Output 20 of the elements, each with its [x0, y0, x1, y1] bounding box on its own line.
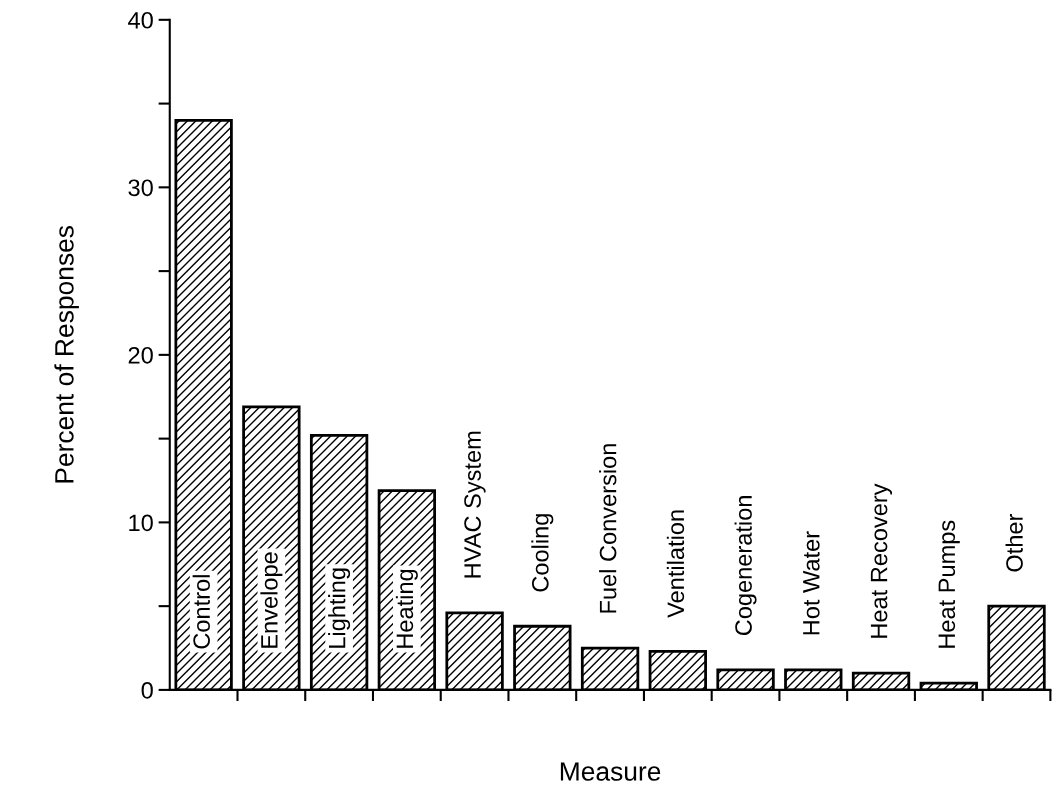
x-axis-title: Measure: [560, 762, 661, 781]
x-tick-label: Lighting: [328, 568, 351, 648]
x-tick-label: Cooling: [531, 514, 554, 592]
x-tick-label: Cogeneration: [734, 496, 757, 636]
x-tick-label: Heat Pumps: [938, 520, 960, 648]
x-tick-label: Heating: [395, 569, 418, 648]
y-tick-label: 0: [141, 681, 153, 699]
y-tick-label: 30: [128, 179, 153, 197]
y-tick-label: 40: [128, 11, 153, 29]
y-tick-label: 10: [129, 514, 153, 532]
x-tick-label: Other: [1005, 513, 1023, 572]
x-tick-label: Heat Recovery: [870, 483, 893, 638]
x-tick-label: Fuel Conversion: [599, 444, 617, 613]
y-tick-label: 20: [128, 346, 153, 364]
x-tick-label: HVAC System: [464, 431, 486, 578]
x-tick-label: Ventilation: [666, 510, 685, 618]
x-tick-label: Control: [192, 575, 210, 649]
y-axis-title: Percent of Responses: [54, 225, 79, 483]
x-tick-label: Hot Water: [803, 531, 820, 635]
x-tick-label: Envelope: [260, 552, 283, 648]
